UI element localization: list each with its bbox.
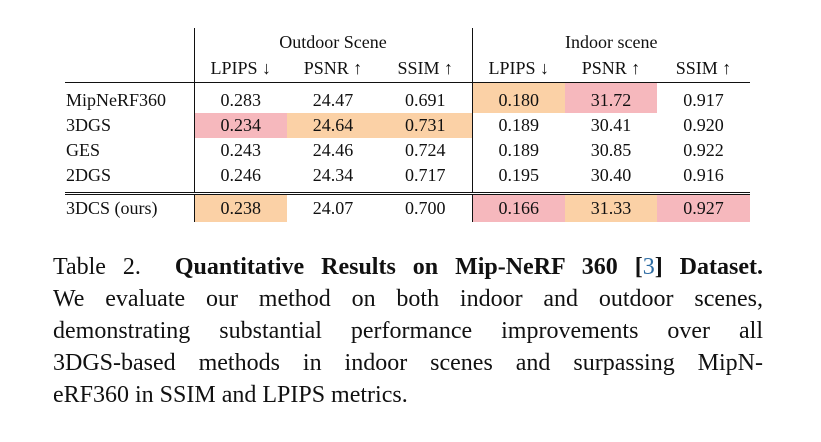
metric-value: 30.40 — [590, 165, 632, 185]
metric-value: 0.731 — [379, 113, 472, 138]
metric-value: 24.47 — [312, 90, 354, 110]
metric-value: 0.920 — [683, 115, 724, 135]
metric-value: 31.33 — [565, 192, 657, 222]
table-row: 2DGS 0.246 24.34 0.717 0.195 30.40 0.916 — [65, 163, 750, 194]
metric-value: 0.724 — [405, 140, 446, 160]
table-row-ours: 3DCS (ours) 0.238 24.07 0.700 0.166 31.3… — [65, 192, 750, 222]
table-row: MipNeRF360 0.283 24.47 0.691 0.180 31.72… — [65, 82, 750, 113]
metric-value: 0.189 — [471, 138, 565, 163]
caption-title-line: Table 2. Quantitative Results on Mip-NeR… — [53, 251, 763, 283]
group-header-indoor: Indoor scene — [471, 28, 750, 54]
group-header-row: Outdoor Scene Indoor scene — [65, 28, 750, 54]
metric-value: 0.283 — [193, 82, 287, 113]
caption-title-pre: Quantitative Results on Mip-NeRF 360 [ — [174, 254, 643, 280]
caption-label: Table 2. — [53, 254, 141, 280]
method-name: 2DGS — [66, 165, 112, 185]
method-header — [65, 54, 194, 83]
metric-value: 30.85 — [590, 140, 632, 160]
corner-cell — [65, 28, 194, 54]
metric-value: 24.07 — [287, 192, 379, 222]
metric-value: 0.691 — [405, 90, 446, 110]
method-name: GES — [66, 140, 101, 160]
caption-line: 3DGS-based methods in indoor scenes and … — [53, 350, 763, 376]
metric-value: 31.72 — [565, 82, 657, 113]
metric-value: 0.246 — [193, 163, 287, 194]
metric-value: 24.34 — [312, 165, 354, 185]
method-name: 3DCS (ours) — [65, 192, 194, 222]
results-table-container: Outdoor Scene Indoor scene LPIPS ↓ PSNR … — [65, 28, 750, 222]
caption-title-post: ] Dataset. — [654, 254, 763, 280]
metric-value: 0.243 — [193, 138, 287, 163]
metric-value: 0.917 — [683, 90, 724, 110]
metric-header: PSNR ↑ — [287, 54, 379, 83]
caption-line: demonstrating substantial performance im… — [53, 318, 763, 344]
table-row: 3DGS 0.234 24.64 0.731 0.189 30.41 0.920 — [65, 113, 750, 138]
metric-value: 0.180 — [471, 82, 565, 113]
metric-header: PSNR ↑ — [565, 54, 657, 83]
metric-header: LPIPS ↓ — [193, 54, 287, 83]
table-row: GES 0.243 24.46 0.724 0.189 30.85 0.922 — [65, 138, 750, 163]
metric-value: 0.922 — [683, 140, 724, 160]
metric-value: 30.41 — [590, 115, 632, 135]
method-name: 3DGS — [66, 115, 112, 135]
metric-value: 0.234 — [193, 113, 287, 138]
metric-value: 0.166 — [471, 192, 565, 222]
metric-value: 0.189 — [471, 113, 565, 138]
citation-link[interactable]: 3 — [642, 254, 655, 280]
metric-value: 0.916 — [683, 165, 724, 185]
metric-value: 0.717 — [405, 165, 446, 185]
metric-header: SSIM ↑ — [379, 54, 472, 83]
caption-line: eRF360 in SSIM and LPIPS metrics. — [53, 382, 408, 408]
metric-value: 0.195 — [471, 163, 565, 194]
caption-line: We evaluate our method on both indoor an… — [53, 286, 763, 312]
table-caption: Table 2. Quantitative Results on Mip-NeR… — [53, 251, 763, 411]
metric-value: 0.700 — [379, 192, 472, 222]
group-header-outdoor: Outdoor Scene — [193, 28, 472, 54]
metric-header-row: LPIPS ↓ PSNR ↑ SSIM ↑ LPIPS ↓ PSNR ↑ SSI… — [65, 54, 750, 83]
metric-value: 0.238 — [193, 192, 287, 222]
metric-header: LPIPS ↓ — [471, 54, 565, 83]
metric-header: SSIM ↑ — [657, 54, 750, 83]
results-table: Outdoor Scene Indoor scene LPIPS ↓ PSNR … — [65, 28, 750, 222]
metric-value: 0.927 — [657, 192, 750, 222]
metric-value: 24.46 — [312, 140, 354, 160]
metric-value: 24.64 — [287, 113, 379, 138]
method-name: MipNeRF360 — [66, 90, 167, 110]
